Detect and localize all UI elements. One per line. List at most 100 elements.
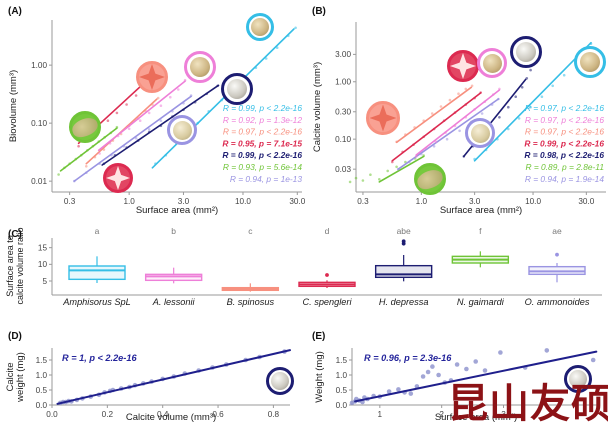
x-tick-label: 0.3 [64, 197, 76, 206]
x-axis-title: Surface area (mm²) [136, 205, 218, 216]
x-tick-label: 1.0 [123, 197, 135, 206]
legend-entry: R = 0.97, p < 2.2e-16 [525, 103, 604, 113]
category-label: B. spinosus [227, 297, 275, 307]
legend-entry: R = 0.99, p < 2.2e-16 [524, 138, 604, 148]
panel-A: (A) 0.3 1.0 3.0 10.0 30.0 0.01 0.10 1.00 Surface … [8, 6, 306, 216]
regression-line [378, 155, 425, 183]
axis-ticks-A: 0.3 1.0 3.0 10.0 30.0 0.01 0.10 1.00 [31, 61, 306, 206]
panel-label-E: (E) [312, 331, 325, 342]
regression-line [97, 80, 186, 152]
x-tick-label: 0.3 [357, 197, 369, 206]
box-N--gaimardi: f N. gaimardi [451, 226, 510, 307]
y-tick-label: 0.5 [36, 386, 48, 395]
x-axis-title: Surface area (mm²) [435, 412, 517, 423]
x-tick-label: 0.2 [102, 410, 114, 419]
legend-entry: R = 0.97, p < 2.2e-16 [525, 127, 604, 137]
panel-label-C: (C) [8, 229, 22, 240]
category-label: C. spengleri [302, 297, 352, 307]
x-tick-label: 3.0 [469, 197, 481, 206]
regression-line [56, 349, 291, 405]
legend-entry: R = 0.94, p = 1e-13 [230, 174, 303, 184]
x-tick-label: 0.0 [46, 410, 58, 419]
y-tick-label: 1.0 [36, 371, 48, 380]
panel-label-B: (B) [312, 6, 326, 17]
category-label: N. gaimardi [457, 297, 505, 307]
regression-line [415, 89, 501, 156]
y-tick-label: 15 [38, 243, 48, 252]
y-tick-label: 10 [38, 260, 48, 269]
box-Amphisorus-SpL: a Amphisorus SpL [62, 226, 130, 307]
significance-letter: d [325, 226, 330, 236]
panel-label-D: (D) [8, 331, 22, 342]
axis-ticks-B: 0.3 1.0 3.0 10.0 30.0 0.03 0.10 0.30 1.00 3.00 [335, 50, 595, 206]
significance-letter: abe [397, 226, 411, 236]
regression-line [73, 95, 192, 182]
x-tick-label: 30.0 [578, 197, 594, 206]
legend-entry: R = 0.93, p = 5.6e-14 [223, 162, 302, 172]
category-label: H. depressa [379, 297, 429, 307]
y-tick-label: 3.00 [335, 50, 351, 59]
x-axis-title: Calcite volume (mm³) [126, 412, 216, 423]
panel-D: (D) 0.0 0.2 0.4 0.6 0.8 0.0 0.5 1.0 1.5 Calcite vo… [5, 331, 291, 423]
regression-line [101, 84, 220, 166]
legend-entry: R = 0.99, p < 2.2e-16 [223, 103, 302, 113]
y-axis-title: Biovolume (mm³) [8, 70, 19, 142]
watermark: 昆山友硕 [448, 381, 608, 427]
y-tick-label: 0.5 [336, 386, 348, 395]
significance-letter: ae [552, 226, 562, 236]
y-tick-label: 0.30 [335, 108, 351, 117]
y-axis-title-line: weight (mg) [15, 352, 26, 403]
x-tick-label: 10.0 [525, 197, 541, 206]
category-label: Amphisorus SpL [62, 297, 130, 307]
panel-C: (C) 5 10 15 Surface area to calcite volume ra… [5, 226, 602, 307]
regression-line [397, 98, 500, 170]
y-tick-label: 0.0 [36, 401, 48, 410]
axis-ticks-E: 1 2 3 0.0 0.5 1.0 1.5 [336, 356, 507, 419]
regression-line [354, 350, 598, 403]
panel-label-A: (A) [8, 6, 22, 17]
legend-entry: R = 0.97, p < 2.2e-16 [223, 127, 302, 137]
y-tick-label: 1.00 [31, 61, 47, 70]
x-tick-label: 10.0 [235, 197, 251, 206]
y-tick-label: 0.03 [335, 165, 351, 174]
legend-entry: R = 0.95, p = 7.1e-15 [222, 138, 302, 148]
y-tick-label: 1.0 [336, 371, 348, 380]
y-tick-label: 1.00 [335, 78, 351, 87]
y-axis-title-line: Weight (mg) [314, 351, 325, 403]
y-axis-title-line: calcite volume ratio [15, 227, 25, 304]
y-axis-title-line: Surface area to [5, 235, 15, 297]
significance-letter: a [95, 226, 100, 236]
box-H--depressa: abe H. depressa [374, 226, 433, 307]
legend-entry: R = 0.97, p < 2.2e-16 [525, 115, 604, 125]
regression-line [395, 86, 473, 144]
legend-entry: R = 0.89, p = 2.8e-11 [525, 162, 604, 172]
x-tick-label: 3.0 [178, 197, 190, 206]
significance-letter: b [171, 226, 176, 236]
y-tick-label: 1.5 [336, 356, 348, 365]
x-tick-label: 0.8 [268, 410, 280, 419]
x-tick-label: 1.0 [416, 197, 428, 206]
box-O--ammonoides: ae O. ammonoides [525, 226, 590, 307]
y-tick-label: 1.5 [36, 356, 48, 365]
legend-entry: R = 0.99, p < 2.2e-16 [222, 150, 302, 160]
y-tick-label: 0.10 [31, 119, 47, 128]
panel-B: (B) 0.3 1.0 3.0 10.0 30.0 0.03 0.10 0.30 1.00 3.00… [312, 6, 606, 216]
x-axis-title: Surface area (mm²) [440, 205, 522, 216]
legend-entry: R = 0.94, p = 1.9e-14 [525, 174, 604, 184]
legend-A: R = 0.99, p < 2.2e-16 R = 0.92, p = 1.3e-… [222, 103, 302, 184]
y-tick-label: 0.0 [336, 401, 348, 410]
x-tick-label: 1 [378, 410, 383, 419]
significance-letter: c [248, 226, 253, 236]
axis-ticks-D: 0.0 0.2 0.4 0.6 0.8 0.0 0.5 1.0 1.5 [36, 356, 280, 419]
regression-line [391, 92, 482, 162]
correlation-annotation: R = 0.96, p = 2.3e-16 [364, 353, 452, 363]
correlation-annotation: R = 1, p < 2.2e-16 [62, 353, 137, 363]
y-tick-label: 0.01 [31, 177, 47, 186]
legend-entry: R = 0.98, p < 2.2e-16 [524, 150, 604, 160]
legend-B: R = 0.97, p < 2.2e-16 R = 0.97, p < 2.2e-… [524, 103, 604, 184]
box-C--spengleri: d C. spengleri [298, 226, 356, 307]
y-tick-label: 5 [42, 277, 47, 286]
significance-letter: f [479, 226, 482, 236]
